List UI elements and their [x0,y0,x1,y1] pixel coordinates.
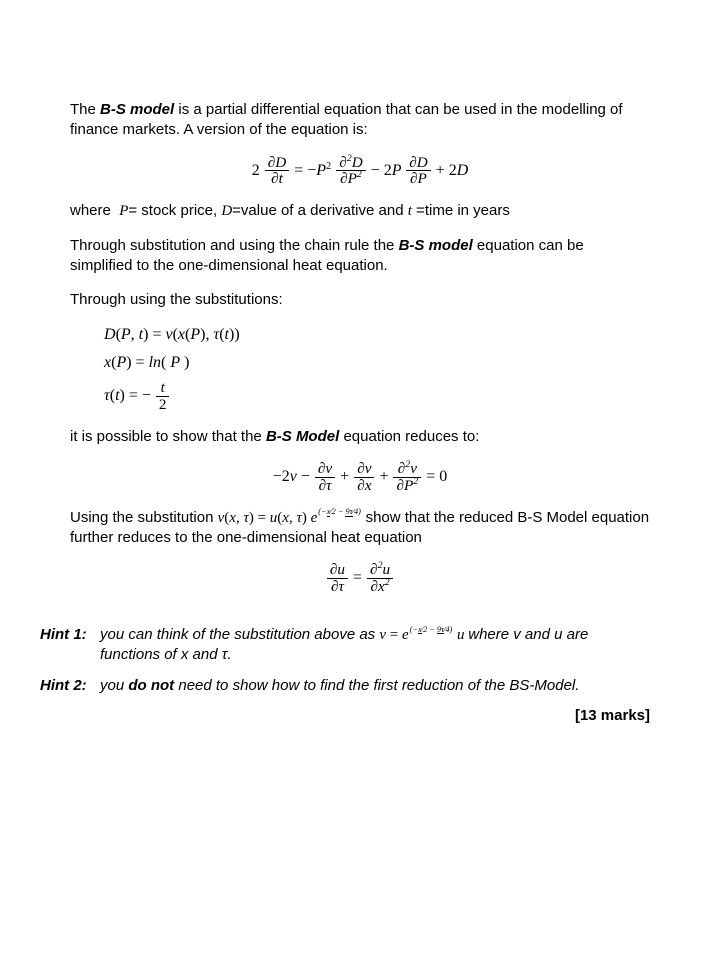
where-paragraph: where P= stock price, D=value of a deriv… [70,201,650,221]
marks-label: [13 marks] [40,706,650,726]
document-page: The B-S model is a partial differential … [0,0,720,766]
hints-block: Hint 1: you can think of the substitutio… [40,625,650,726]
substitution-1: D(P, t) = v(x(P), τ(t)) [104,324,650,346]
hint-2: Hint 2: you do not need to show how to f… [40,676,650,696]
substitution-2: x(P) = ln( P ) [104,352,650,374]
equation-heat: ∂u∂τ = ∂2u∂x2 [70,562,650,595]
intro-paragraph: The B-S model is a partial differential … [70,100,650,141]
hint-1-body: you can think of the substitution above … [100,625,650,666]
hint-2-label: Hint 2: [40,676,100,696]
reduces-to-paragraph: it is possible to show that the B-S Mode… [70,427,650,447]
equation-reduced: −2v − ∂v∂τ + ∂v∂x + ∂2v∂P2 = 0 [70,461,650,494]
substitution-3: τ(t) = − t2 [104,380,650,413]
text: Using the substitution [70,509,218,526]
text: where P= stock price, D=value of a deriv… [70,202,510,219]
text: The [70,101,100,118]
text: you can think of the substitution above … [100,626,379,643]
text-emphasis: do not [128,677,174,694]
text: Through substitution and using the chain… [70,237,399,254]
term-bs-model: B-S model [100,101,174,118]
text: it is possible to show that the [70,428,266,445]
hint-2-body: you do not need to show how to find the … [100,676,650,696]
substitutions-intro: Through using the substitutions: [70,290,650,310]
text: equation reduces to: [339,428,479,445]
hint-1-label: Hint 1: [40,625,100,666]
text: need to show how to find the first reduc… [174,677,579,694]
hint-1: Hint 1: you can think of the substitutio… [40,625,650,666]
text: you [100,677,128,694]
equation-bs-pde: 2 ∂D∂t = −P2 ∂2D∂P2 − 2P ∂D∂P + 2D [70,155,650,188]
chain-rule-paragraph: Through substitution and using the chain… [70,236,650,277]
using-substitution-paragraph: Using the substitution v(x, τ) = u(x, τ)… [70,508,650,549]
term-bs-model: B-S model [399,237,473,254]
term-bs-model: B-S Model [266,428,339,445]
